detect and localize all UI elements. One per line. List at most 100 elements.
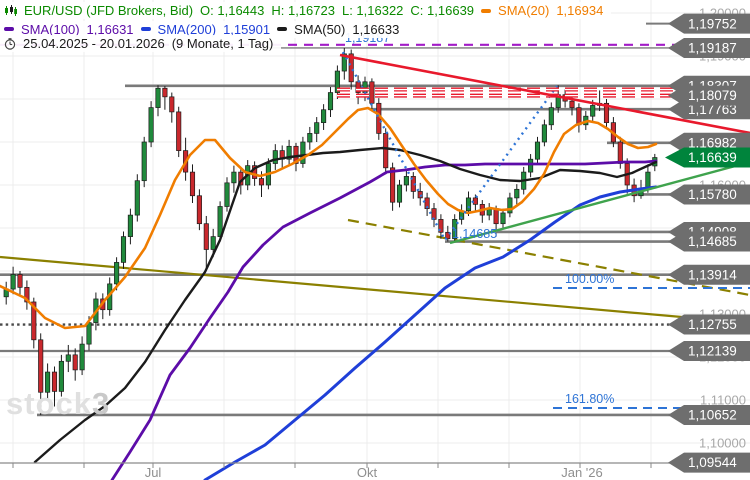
candle-body xyxy=(134,180,140,216)
zone-and-trendlines xyxy=(337,53,750,245)
candlestick-icon xyxy=(5,5,17,16)
candle-body xyxy=(528,158,534,173)
price-level-label xyxy=(668,341,750,362)
sma20-label: SMA(20) xyxy=(498,3,550,18)
legend-row-smas[interactable]: SMA(100) 1,16631 SMA(200) 1,15901 SMA(50… xyxy=(0,19,408,38)
candle-body xyxy=(224,182,230,207)
candle-body xyxy=(590,105,596,117)
candle-body xyxy=(321,109,327,123)
price-level-label xyxy=(668,85,750,106)
price-level-label xyxy=(668,452,750,473)
candle-body xyxy=(314,122,320,134)
candle-body xyxy=(272,150,278,164)
legend-row-daterange[interactable]: 25.04.2025 - 20.01.2026 (9 Monate, 1 Tag… xyxy=(0,35,282,53)
candle-body xyxy=(438,219,444,233)
watermark-suffix: 3 xyxy=(91,386,111,421)
red-resistance-trendline xyxy=(339,53,750,135)
sma200-value: 1,15901 xyxy=(223,21,271,37)
price-label-text: 1,09544 xyxy=(688,455,737,470)
y-tick-label: 1,10000 xyxy=(699,436,746,451)
candle-body xyxy=(541,124,547,143)
candle-body xyxy=(51,371,58,392)
date-range: 25.04.2025 - 20.01.2026 xyxy=(23,36,165,51)
candle-body xyxy=(148,107,154,143)
moving-averages xyxy=(0,106,658,480)
candle-body xyxy=(383,133,389,169)
fib-label: 100.00% xyxy=(565,272,614,286)
price-label-text: 1,15780 xyxy=(688,187,737,202)
price-level-label xyxy=(668,404,750,425)
candle-body xyxy=(141,141,147,182)
fib-label: 161.80% xyxy=(565,392,614,406)
candle-body xyxy=(341,53,347,72)
candle-body xyxy=(196,195,202,225)
candle-body xyxy=(348,53,354,83)
x-axis-label: Jul xyxy=(145,465,162,480)
candle-body xyxy=(79,343,85,371)
candle-body xyxy=(569,100,575,108)
olive-dashed-trendline xyxy=(347,218,750,297)
ohlc-low: L: 1,16322 xyxy=(341,3,404,18)
candle-body xyxy=(203,223,209,250)
legend-row-symbol[interactable]: EUR/USD (JFD Brokers, Bid) O: 1,16443 H:… xyxy=(0,2,612,20)
x-axis: Jul Okt Jan '26 xyxy=(0,462,750,480)
ohlc-close: C: 1,16639 xyxy=(410,3,475,18)
price-label-text: 1,12755 xyxy=(688,317,737,332)
x-axis-label: Jan '26 xyxy=(561,465,603,480)
ohlc-open: O: 1,16443 xyxy=(200,3,265,18)
candle-body xyxy=(127,214,133,237)
candle-body xyxy=(603,102,610,124)
sma100-value: 1,16631 xyxy=(86,21,134,37)
sma100-dash-icon xyxy=(4,27,14,31)
candle-body xyxy=(445,231,451,240)
candle-body xyxy=(396,184,403,203)
zigzag xyxy=(341,51,558,243)
candle-body xyxy=(465,197,472,212)
price-label-text: 1,12139 xyxy=(688,344,737,359)
price-label-text: 1,16982 xyxy=(688,135,737,150)
candle-body xyxy=(210,236,216,250)
y-tick-label: 1,11000 xyxy=(700,393,746,408)
price-label-text: 1,10652 xyxy=(688,408,737,423)
sma50-value: 1,16633 xyxy=(352,21,400,37)
candle-body xyxy=(24,286,30,303)
candle-body xyxy=(155,87,161,108)
candle-body xyxy=(252,165,258,179)
date-duration: (9 Monate, 1 Tag) xyxy=(171,36,274,51)
candle-body xyxy=(38,339,44,393)
candle-body xyxy=(507,197,513,214)
candle-body xyxy=(231,171,237,184)
sma100-label: SMA(100) xyxy=(21,21,80,37)
candle-body xyxy=(452,219,458,240)
sma-line-SMA(50) xyxy=(33,146,658,464)
fibonacci-lines: 100.00% 161.80% xyxy=(553,272,750,409)
green-support-trendline xyxy=(449,160,750,245)
candle-body xyxy=(472,197,478,205)
price-level-label xyxy=(668,37,750,58)
candle-body xyxy=(65,354,71,362)
sma20-value: 1,16934 xyxy=(556,3,604,18)
candle-body xyxy=(286,145,292,160)
price-level-label xyxy=(668,231,750,252)
price-label-text: 1,19187 xyxy=(688,41,737,56)
candle-body xyxy=(17,274,23,288)
price-level-label xyxy=(668,13,750,34)
candle-body xyxy=(169,96,175,113)
symbol-title: EUR/USD (JFD Brokers, Bid) xyxy=(24,3,194,18)
clock-icon xyxy=(4,37,16,50)
price-label-text: 1,18079 xyxy=(688,88,737,103)
candle-body xyxy=(534,141,541,160)
candle-body xyxy=(189,171,196,197)
price-label-text: 1,13914 xyxy=(688,267,737,282)
watermark: stock3 xyxy=(6,386,110,422)
candle-body xyxy=(617,141,623,164)
candle-body xyxy=(369,81,375,104)
sma200-label: SMA(200) xyxy=(157,21,217,37)
sma-line-SMA(20) xyxy=(0,106,658,330)
candle-body xyxy=(403,176,409,186)
ohlc-high: H: 1,16723 xyxy=(271,3,335,18)
zigzag-line xyxy=(341,51,558,243)
